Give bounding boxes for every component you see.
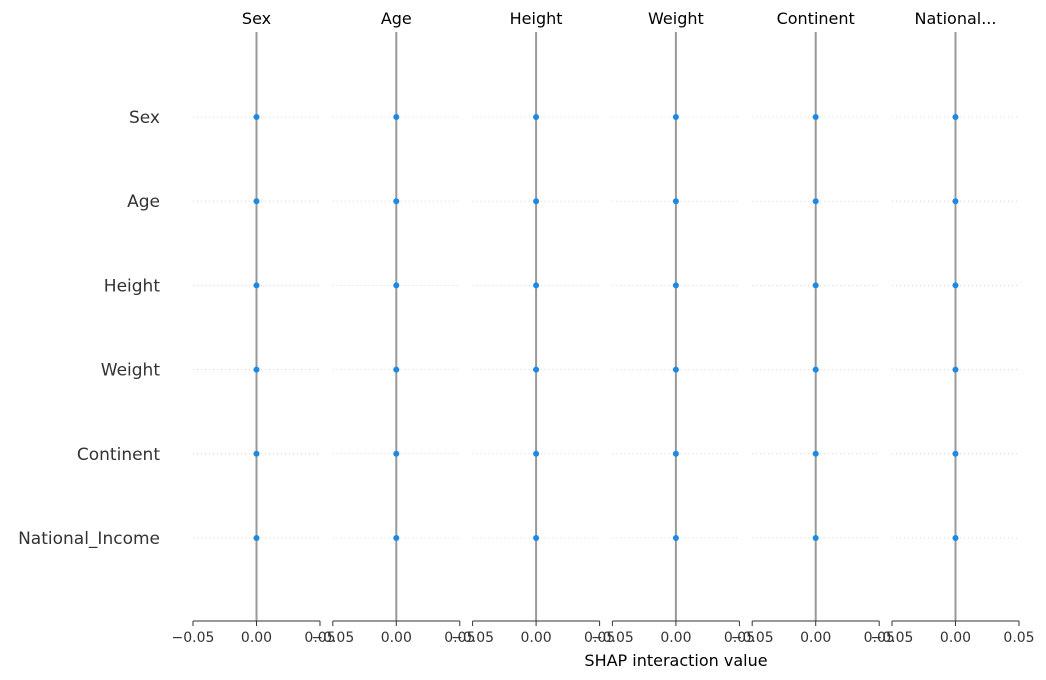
row-label: National_Income xyxy=(18,529,160,549)
data-point xyxy=(533,114,540,120)
data-point xyxy=(672,535,679,541)
column-title: Weight xyxy=(648,9,704,28)
data-point xyxy=(533,366,540,373)
x-tick-label: 0.05 xyxy=(864,630,895,646)
x-tick-label: 0.05 xyxy=(724,630,755,646)
data-point xyxy=(533,450,540,457)
column-title: Height xyxy=(510,9,563,28)
data-point xyxy=(812,366,819,373)
zero-lines xyxy=(255,32,957,621)
x-tick-label: −0.05 xyxy=(731,630,774,646)
data-point xyxy=(812,114,819,120)
data-point xyxy=(952,198,959,205)
data-point xyxy=(672,198,679,205)
x-tick-label: 0.00 xyxy=(940,630,971,646)
data-point xyxy=(672,114,679,120)
x-tick-label: −0.05 xyxy=(591,630,634,646)
data-point xyxy=(253,282,260,289)
x-tick-label: −0.05 xyxy=(311,630,354,646)
x-tick-label: 0.05 xyxy=(1003,630,1034,646)
data-point xyxy=(812,198,819,205)
data-point xyxy=(253,366,260,373)
row-label: Continent xyxy=(77,445,160,465)
data-point xyxy=(393,366,400,373)
data-point xyxy=(393,535,400,541)
x-tick-label: 0.00 xyxy=(660,630,691,646)
x-tick-label: 0.00 xyxy=(241,630,272,646)
x-tick-label: 0.05 xyxy=(444,630,475,646)
data-points xyxy=(253,114,959,541)
data-point xyxy=(672,282,679,289)
row-label: Weight xyxy=(101,361,161,381)
x-tick-label: 0.05 xyxy=(584,630,615,646)
data-point xyxy=(672,366,679,373)
x-tick-label: 0.00 xyxy=(381,630,412,646)
x-axes: −0.05 0.00 0.05−0.05 0.00 0.05−0.05 0.00 0.05−… xyxy=(172,620,1035,646)
data-point xyxy=(533,282,540,289)
data-point xyxy=(812,450,819,457)
column-title: Age xyxy=(381,9,412,28)
data-point xyxy=(812,282,819,289)
row-label: Height xyxy=(104,276,161,296)
data-point xyxy=(253,198,260,205)
x-tick-label: −0.05 xyxy=(871,630,914,646)
data-point xyxy=(253,450,260,457)
x-axis-title: SHAP interaction value xyxy=(584,651,767,670)
x-tick-label: 0.00 xyxy=(521,630,552,646)
data-point xyxy=(393,114,400,120)
data-point xyxy=(952,282,959,289)
column-title: Sex xyxy=(242,9,271,28)
data-point xyxy=(812,535,819,541)
data-point xyxy=(533,535,540,541)
grid-lines xyxy=(193,116,1019,539)
data-point xyxy=(533,198,540,205)
data-point xyxy=(672,450,679,457)
column-title: Continent xyxy=(777,9,855,28)
x-tick-label: −0.05 xyxy=(172,630,215,646)
data-point xyxy=(952,366,959,373)
row-label: Age xyxy=(127,192,160,212)
data-point xyxy=(393,450,400,457)
data-point xyxy=(952,450,959,457)
data-point xyxy=(393,282,400,289)
data-point xyxy=(253,535,260,541)
data-point xyxy=(393,198,400,205)
row-label: Sex xyxy=(129,108,160,128)
column-titles: Sex Age Height Weight Continent National... xyxy=(242,9,997,28)
data-point xyxy=(952,114,959,120)
column-title: National... xyxy=(915,9,997,28)
data-point xyxy=(253,114,260,120)
x-tick-label: −0.05 xyxy=(451,630,494,646)
x-tick-label: 0.05 xyxy=(304,630,335,646)
data-point xyxy=(952,535,959,541)
row-labels: Sex Age Height Weight Continent National_Inco… xyxy=(18,108,160,549)
x-tick-label: 0.00 xyxy=(800,630,831,646)
